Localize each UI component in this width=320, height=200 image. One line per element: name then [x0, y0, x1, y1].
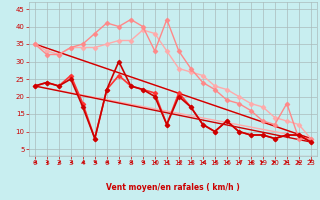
X-axis label: Vent moyen/en rafales ( km/h ): Vent moyen/en rafales ( km/h )	[106, 183, 240, 192]
